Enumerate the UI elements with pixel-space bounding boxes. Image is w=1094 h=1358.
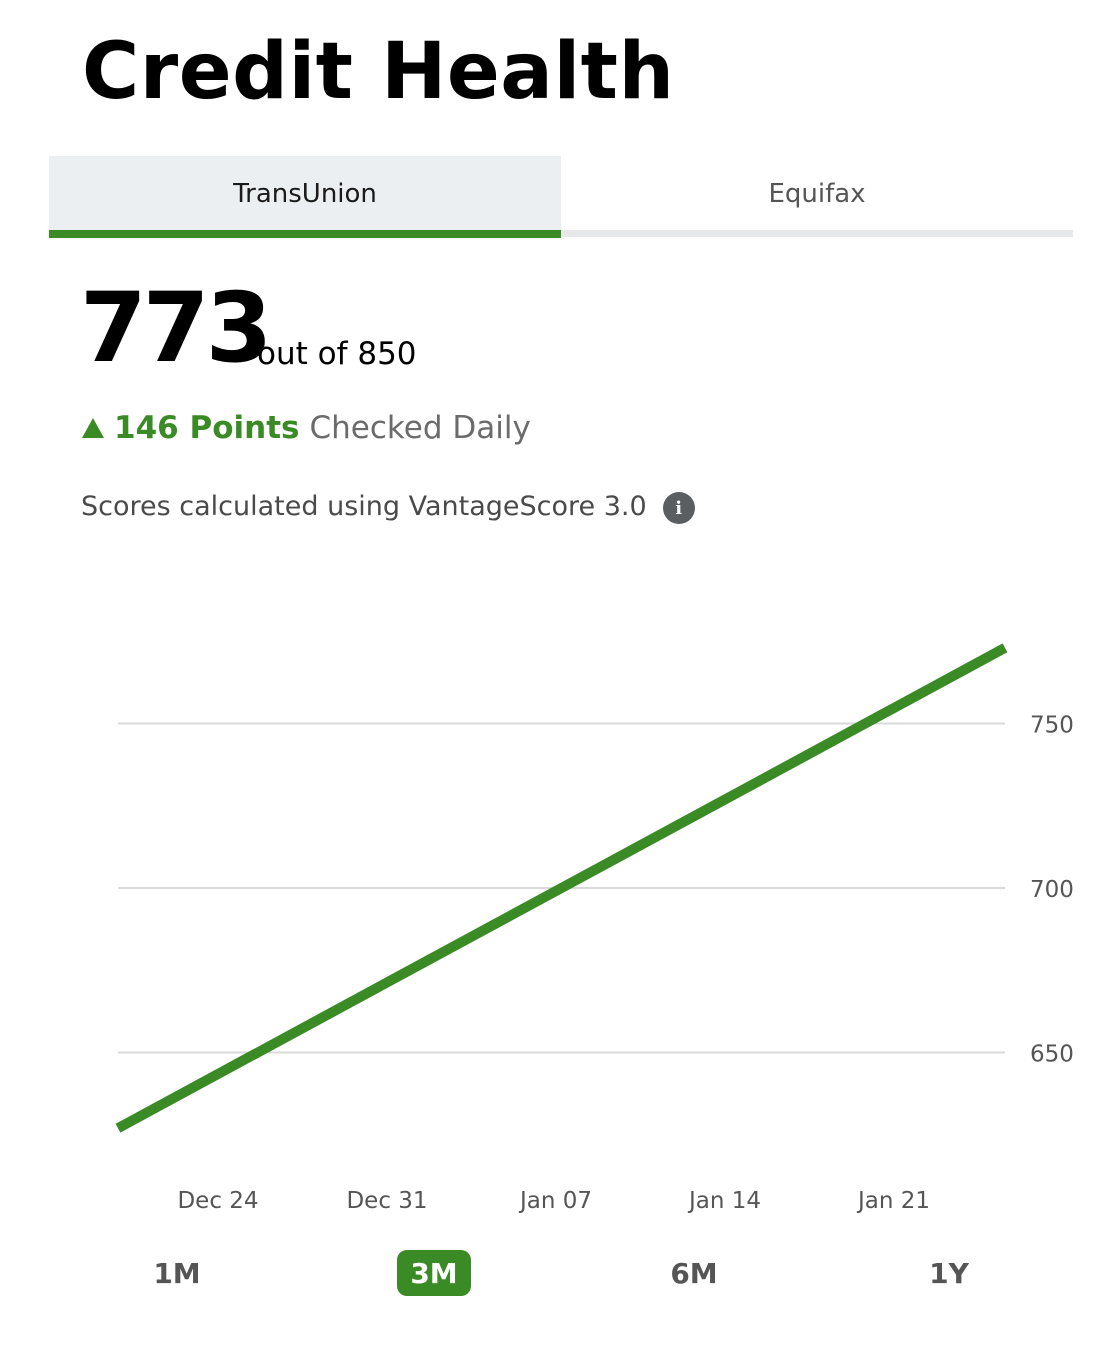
score-model-note: Scores calculated using VantageScore 3.0… (81, 486, 695, 526)
score-max-label: out of 850 (257, 336, 417, 372)
check-frequency: Checked Daily (309, 410, 531, 446)
score-history-chart: 650 700 750 Dec 24 Dec 31 Jan 07 Jan 14 Jan 21 (115, 643, 1074, 1214)
info-icon[interactable]: i (662, 492, 695, 524)
score-change: 146 Points Checked Daily (82, 408, 531, 448)
tab-equifax[interactable]: Equifax (561, 156, 1073, 232)
score-change-points: 146 Points (114, 410, 300, 446)
page-title: Credit Health (82, 27, 675, 117)
x-tick-label: Jan 21 (856, 1188, 930, 1214)
score-series-line (115, 643, 1008, 1133)
range-button-1m[interactable]: 1M (153, 1256, 201, 1290)
range-button-3m[interactable]: 3M (397, 1250, 471, 1296)
tab-transunion[interactable]: TransUnion (49, 156, 561, 232)
x-tick-label: Dec 31 (346, 1188, 427, 1214)
x-tick-label: Jan 07 (518, 1188, 592, 1214)
x-tick-label: Jan 14 (687, 1188, 761, 1214)
tab-track (49, 230, 1073, 237)
range-button-6m[interactable]: 6M (670, 1256, 718, 1290)
x-tick-label: Dec 24 (177, 1188, 258, 1214)
time-range-selector: 1M 3M 6M 1Y (0, 1250, 1094, 1300)
bureau-tabs: TransUnion Equifax (49, 156, 1073, 238)
active-tab-indicator (49, 230, 561, 238)
y-tick-label-650: 650 (1030, 1042, 1074, 1068)
triangle-up-icon (82, 418, 104, 438)
y-tick-label-750: 750 (1030, 713, 1074, 739)
range-button-1y[interactable]: 1Y (929, 1256, 969, 1290)
score-model-text: Scores calculated using VantageScore 3.0 (81, 490, 647, 522)
y-tick-label-700: 700 (1030, 877, 1074, 903)
credit-score-value: 773 (80, 272, 272, 384)
